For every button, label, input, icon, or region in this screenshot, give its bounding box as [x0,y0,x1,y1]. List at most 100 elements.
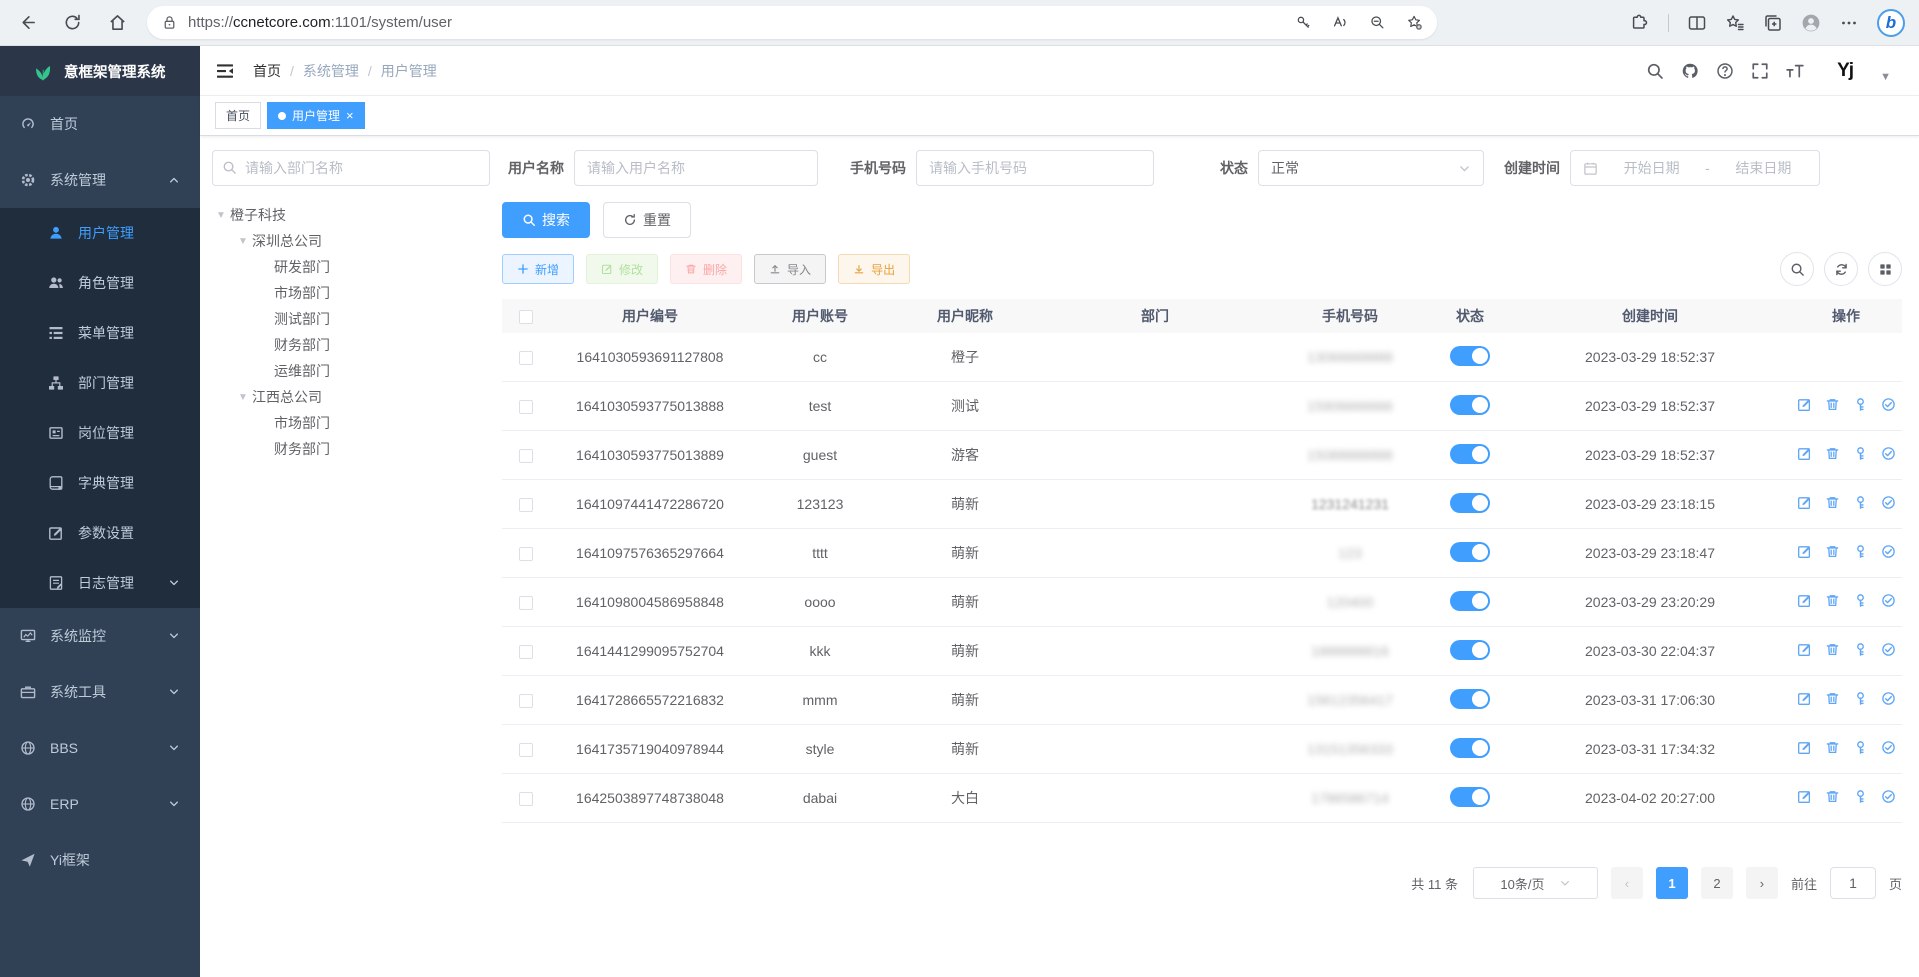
tree-node-market-dept-jx[interactable]: 市场部门 [212,410,492,436]
edit-icon[interactable] [1797,593,1812,608]
assign-role-icon[interactable] [1881,642,1896,657]
assign-role-icon[interactable] [1881,495,1896,510]
edit-icon[interactable] [1797,544,1812,559]
tree-node-shenzhen-hq[interactable]: ▼ 深圳总公司 [212,228,492,254]
sidebar-item-menu-management[interactable]: 菜单管理 [0,308,200,358]
reset-password-icon[interactable] [1853,691,1868,706]
read-aloud-icon[interactable] [1332,14,1349,31]
export-button[interactable]: 导出 [838,254,911,284]
tree-node-company-root[interactable]: ▼ 橙子科技 [212,202,492,228]
tab-close-icon[interactable]: × [346,108,354,123]
delete-icon[interactable] [1825,642,1840,657]
phone-input[interactable] [916,150,1154,186]
sidebar-item-home[interactable]: 首页 [0,96,200,152]
reset-password-icon[interactable] [1853,495,1868,510]
reset-password-icon[interactable] [1853,642,1868,657]
table-refresh-button[interactable] [1824,252,1858,286]
select-all-checkbox[interactable] [519,310,533,325]
sidebar-item-param-settings[interactable]: 参数设置 [0,508,200,558]
sidebar-item-yi-framework[interactable]: Yi框架 [0,832,200,888]
profile-avatar-icon[interactable] [1801,13,1821,33]
goto-page-input[interactable] [1829,867,1876,899]
edit-icon[interactable] [1797,446,1812,461]
tree-node-rd-dept[interactable]: 研发部门 [212,254,492,280]
collections-icon[interactable] [1763,13,1783,33]
tree-expand-icon[interactable]: ▼ [238,391,248,403]
status-select[interactable]: 正常 [1258,150,1484,186]
reset-password-icon[interactable] [1853,397,1868,412]
row-checkbox[interactable] [519,792,533,807]
reset-password-icon[interactable] [1853,593,1868,608]
sidebar-item-role-management[interactable]: 角色管理 [0,258,200,308]
sidebar-fold-icon[interactable] [215,61,235,81]
delete-icon[interactable] [1825,397,1840,412]
tree-expand-icon[interactable]: ▼ [216,209,226,221]
status-toggle[interactable] [1450,688,1490,709]
table-columns-button[interactable] [1868,252,1902,286]
more-options-icon[interactable] [1839,13,1859,33]
reset-password-icon[interactable] [1853,740,1868,755]
search-button[interactable]: 搜索 [502,202,590,238]
assign-role-icon[interactable] [1881,691,1896,706]
table-search-button[interactable] [1780,252,1814,286]
browser-refresh-icon[interactable] [63,13,82,32]
tree-node-finance-dept-jx[interactable]: 财务部门 [212,436,492,462]
delete-icon[interactable] [1825,740,1840,755]
status-toggle[interactable] [1450,492,1490,513]
split-screen-icon[interactable] [1687,13,1707,33]
status-toggle[interactable] [1450,786,1490,807]
address-bar[interactable]: https://ccnetcore.com:1101/system/user [147,6,1437,39]
edit-icon[interactable] [1797,495,1812,510]
edit-icon[interactable] [1797,691,1812,706]
page-size-select[interactable]: 10条/页 [1472,867,1598,899]
sidebar-item-bbs[interactable]: BBS [0,720,200,776]
next-page-button[interactable]: › [1745,867,1778,899]
import-button[interactable]: 导入 [754,254,827,284]
copilot-icon[interactable]: b [1877,8,1905,37]
dept-search-input[interactable] [212,150,490,186]
delete-button[interactable]: 删除 [670,254,743,284]
avatar-caret-icon[interactable]: ▼ [1880,70,1891,83]
user-avatar[interactable]: Yj [1829,54,1862,87]
status-toggle[interactable] [1450,639,1490,660]
fullscreen-icon[interactable] [1751,62,1769,80]
assign-role-icon[interactable] [1881,397,1896,412]
zoom-out-icon[interactable] [1369,14,1386,31]
password-key-icon[interactable] [1295,14,1312,31]
favorites-bar-icon[interactable] [1725,13,1745,33]
add-button[interactable]: 新增 [502,254,575,284]
github-icon[interactable] [1681,62,1699,80]
status-toggle[interactable] [1450,443,1490,464]
status-toggle[interactable] [1450,541,1490,562]
tree-node-test-dept[interactable]: 测试部门 [212,306,492,332]
delete-icon[interactable] [1825,446,1840,461]
row-checkbox[interactable] [519,596,533,611]
edit-icon[interactable] [1797,789,1812,804]
tab-home[interactable]: 首页 [215,102,262,129]
favorite-star-icon[interactable] [1406,14,1423,31]
assign-role-icon[interactable] [1881,593,1896,608]
help-icon[interactable] [1716,62,1734,80]
font-size-icon[interactable] [1786,62,1804,80]
delete-icon[interactable] [1825,544,1840,559]
reset-password-icon[interactable] [1853,789,1868,804]
reset-password-icon[interactable] [1853,544,1868,559]
prev-page-button[interactable]: ‹ [1610,867,1643,899]
sidebar-item-erp[interactable]: ERP [0,776,200,832]
row-checkbox[interactable] [519,547,533,562]
row-checkbox[interactable] [519,449,533,464]
sidebar-item-dept-management[interactable]: 部门管理 [0,358,200,408]
reset-button[interactable]: 重置 [603,202,691,238]
delete-icon[interactable] [1825,789,1840,804]
browser-back-icon[interactable] [18,13,37,32]
page-button-1[interactable]: 1 [1655,867,1688,899]
delete-icon[interactable] [1825,593,1840,608]
sidebar-item-system-management[interactable]: 系统管理 [0,152,200,208]
sidebar-item-user-management[interactable]: 用户管理 [0,208,200,258]
tree-expand-icon[interactable]: ▼ [238,235,248,247]
status-toggle[interactable] [1450,737,1490,758]
row-checkbox[interactable] [519,400,533,415]
tree-node-market-dept-sz[interactable]: 市场部门 [212,280,492,306]
assign-role-icon[interactable] [1881,446,1896,461]
breadcrumb-home[interactable]: 首页 [253,62,281,79]
